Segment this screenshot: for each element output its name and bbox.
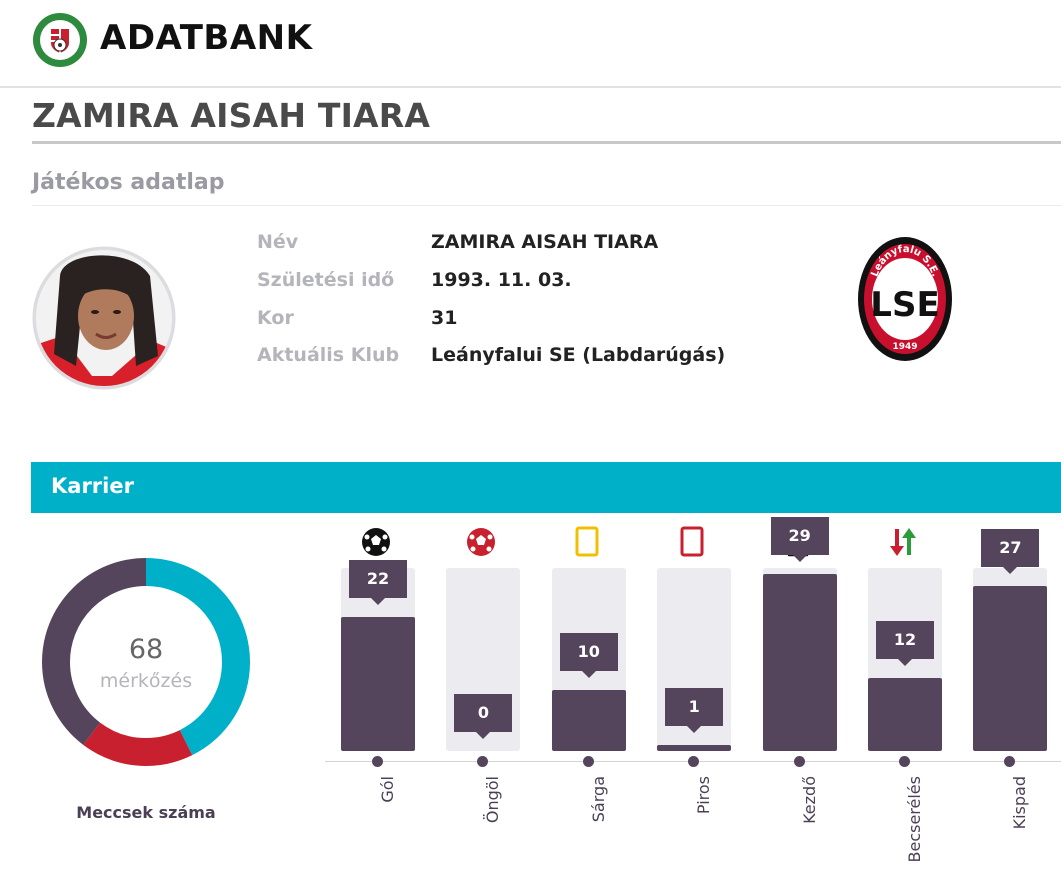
- section-title: Játékos adatlap: [32, 170, 225, 195]
- substitution-arrows-icon: [890, 528, 916, 556]
- birthdate-value: 1993. 11. 03.: [431, 269, 572, 291]
- page-title: ZAMIRA AISAH TIARA: [32, 96, 431, 135]
- stat-column-becserélés: 12 Becserélés: [851, 0, 956, 883]
- red-card-icon: [680, 526, 704, 557]
- yellow-card-icon: [575, 526, 599, 557]
- stat-column-öngöl: 0 Öngöl: [429, 0, 534, 883]
- stat-track: [446, 568, 521, 751]
- own-goal-ball-icon: [467, 528, 496, 556]
- bench-icon: [991, 535, 1026, 550]
- stat-bar[interactable]: [762, 574, 837, 751]
- svg-text:11: 11: [791, 541, 804, 551]
- stat-bar[interactable]: [868, 677, 942, 751]
- age-value: 31: [431, 307, 458, 329]
- stat-category-label: Becserélés: [905, 776, 924, 863]
- stat-column-sárga: 10 Sárga: [535, 0, 640, 883]
- stat-category-label: Kezdő: [799, 776, 819, 824]
- stat-bar[interactable]: [657, 744, 732, 751]
- career-header: Karrier: [31, 462, 1061, 513]
- stat-bar[interactable]: [341, 616, 415, 751]
- stat-bar[interactable]: [551, 690, 626, 751]
- matches-unit: mérkőzés: [99, 670, 193, 692]
- stat-value-label: 1: [665, 687, 724, 733]
- stat-track: [657, 568, 732, 751]
- player-avatar: [32, 246, 176, 390]
- stat-category-label: Öngöl: [483, 776, 503, 824]
- age-label: Kor: [257, 307, 294, 329]
- club-logo-year: 1949: [892, 342, 917, 352]
- stat-value-label: 27: [981, 529, 1040, 575]
- stat-track: [762, 568, 837, 751]
- stat-category-label: Sárga: [588, 776, 608, 823]
- birthdate-label: Születési idő: [257, 269, 395, 291]
- stat-category-label: Kispad: [1010, 776, 1030, 830]
- stat-bar[interactable]: [973, 586, 1048, 751]
- stat-column-kezdő: 11 29 Kezdő: [746, 0, 851, 883]
- stat-value-label: 22: [349, 559, 407, 605]
- club-logo-initials: LSE: [870, 285, 939, 325]
- donut-segment-1: [42, 558, 250, 766]
- name-value: ZAMIRA AISAH TIARA: [431, 231, 659, 253]
- stat-track: [551, 568, 626, 751]
- stat-category-label: Gól: [378, 776, 397, 803]
- section-divider: [32, 205, 1061, 206]
- matches-donut-chart: [42, 558, 250, 766]
- stat-track: [341, 568, 415, 751]
- matches-count: 68: [128, 634, 164, 665]
- soccer-ball-icon: [362, 528, 390, 556]
- stat-value-label: 29: [770, 517, 829, 563]
- stat-value-label: 0: [454, 694, 513, 739]
- stat-category-label: Piros: [694, 776, 714, 815]
- stat-column-piros: 1 Piros: [640, 0, 745, 883]
- matches-caption: Meccsek száma: [76, 803, 216, 822]
- club-value[interactable]: Leányfalui SE (Labdarúgás): [431, 344, 726, 366]
- stat-value-label: 10: [559, 633, 618, 678]
- stats-axis: [325, 761, 1061, 762]
- club-logo[interactable]: Leányfalu S.E. LSE 1949: [856, 236, 954, 362]
- stat-value-label: 12: [876, 620, 934, 666]
- starting-shirt-icon: 11: [781, 526, 814, 557]
- stat-column-kispad: 27 Kispad: [956, 0, 1061, 883]
- club-label: Aktuális Klub: [257, 344, 400, 366]
- career-title: Karrier: [51, 474, 134, 498]
- donut-segment-2: [42, 558, 250, 766]
- title-divider: [32, 141, 1061, 144]
- name-label: Név: [257, 231, 299, 253]
- brand-title[interactable]: ADATBANK: [100, 18, 313, 58]
- stat-track: [868, 568, 942, 751]
- site-header: ADATBANK: [0, 0, 1061, 88]
- stat-track: [973, 568, 1048, 751]
- hungarian-federation-crest-icon[interactable]: [32, 12, 88, 68]
